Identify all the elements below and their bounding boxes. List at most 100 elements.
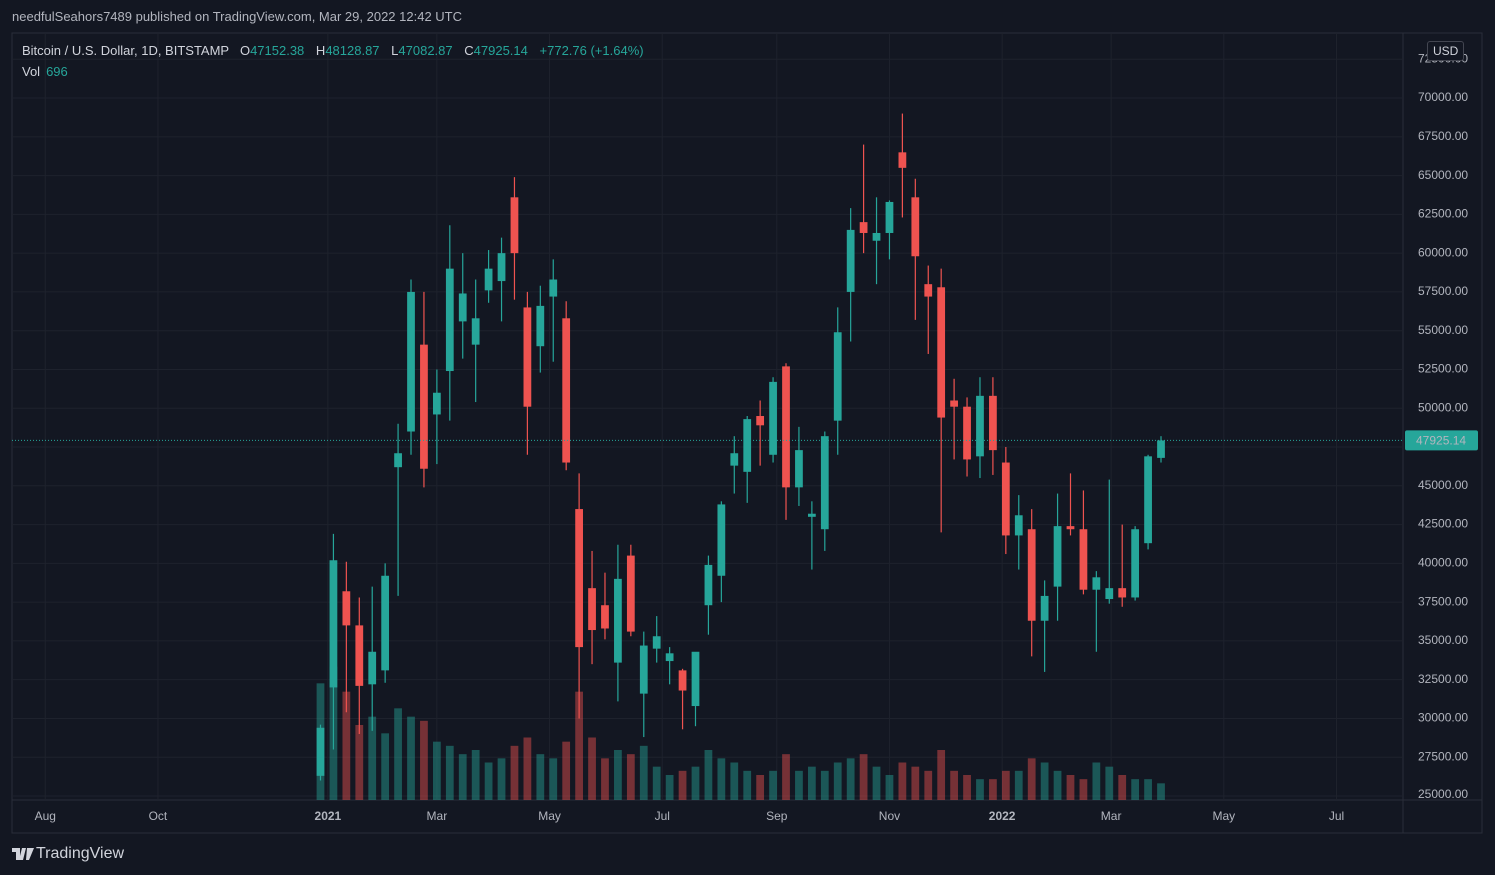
candle-body [1066, 526, 1075, 530]
volume-bar [626, 754, 635, 800]
y-tick-label: 25000.00 [1418, 787, 1468, 801]
candle-body [432, 392, 441, 415]
y-tick-label: 27500.00 [1418, 749, 1468, 763]
volume-bar [1027, 758, 1036, 800]
candle-body [562, 318, 571, 463]
y-tick-label: 70000.00 [1418, 90, 1468, 104]
volume-bar [420, 720, 428, 800]
candle-body [989, 395, 997, 451]
candle-body [859, 222, 868, 233]
volume-bar [549, 758, 558, 800]
volume-bar [898, 762, 907, 800]
candle-body [730, 453, 739, 466]
candle-body [575, 509, 583, 648]
volume-bar [756, 775, 765, 800]
low-value: 47082.87 [398, 43, 453, 58]
candle-body [639, 645, 648, 694]
chart-frame [11, 32, 1483, 834]
y-tick-label: 57500.00 [1418, 284, 1468, 298]
y-tick-label: 42500.00 [1418, 517, 1468, 531]
volume-bar [342, 691, 351, 800]
candle-body [872, 232, 881, 241]
volume-bar [1157, 783, 1165, 800]
change: +772.76 (+1.64%) [539, 43, 644, 58]
candle-body [445, 268, 454, 372]
y-tick-label: 55000.00 [1418, 323, 1468, 337]
volume-bar [575, 691, 583, 800]
candle-body [536, 305, 545, 347]
volume-bar [1066, 775, 1075, 800]
y-tick-label: 65000.00 [1418, 168, 1468, 182]
volume-bar [601, 758, 609, 800]
candle-body [665, 653, 674, 662]
currency-badge[interactable]: USD [1427, 41, 1465, 61]
volume-bar [1092, 762, 1101, 800]
candle-body [937, 287, 946, 418]
brand: TradingView [36, 845, 125, 862]
candle-body [795, 450, 803, 488]
candle-body [1040, 595, 1049, 621]
x-tick-label: Nov [879, 809, 900, 823]
volume-bar [820, 770, 829, 800]
last-price-label: 47925.14 [1416, 434, 1466, 448]
volume-legend: Vol 696 [22, 64, 68, 79]
x-tick-label: Jul [655, 809, 670, 823]
candle-body [820, 436, 829, 530]
candle-body [394, 453, 402, 468]
y-tick-label: 37500.00 [1418, 594, 1468, 608]
y-tick-label: 62500.00 [1418, 207, 1468, 221]
open-label: O [239, 43, 251, 58]
volume-bar [536, 754, 545, 800]
volume-bar [743, 770, 752, 800]
candle-body [691, 651, 700, 707]
volume-bar [1118, 775, 1127, 800]
close-value: 47925.14 [473, 43, 528, 58]
candle-body [316, 727, 325, 776]
volume-bar [1079, 779, 1088, 800]
candle-body [704, 564, 713, 606]
volume-bar [782, 754, 790, 800]
candle-body [588, 588, 596, 631]
volume-bar [497, 758, 506, 800]
candle-body [924, 284, 933, 297]
volume-bar [614, 750, 622, 800]
candle-body [368, 651, 377, 685]
candle-body [950, 400, 958, 407]
low-label: L [391, 43, 399, 58]
volume-bar [471, 750, 480, 800]
candle-body [1105, 588, 1114, 600]
candle-body [614, 578, 622, 663]
candle-body [1014, 515, 1023, 536]
last-price-badge [1405, 430, 1478, 451]
candle-body [678, 670, 687, 691]
volume-bar [976, 779, 984, 800]
candle-body [782, 366, 790, 488]
volume-bar [523, 737, 532, 800]
volume-bar [807, 766, 816, 800]
volume-bar [1040, 762, 1049, 800]
candle-body [458, 293, 467, 322]
candle-body [976, 395, 984, 457]
x-tick-label: May [538, 809, 561, 823]
candle-body [1144, 456, 1152, 544]
candle-body [407, 291, 415, 432]
candle-body [846, 229, 855, 292]
candle-body [355, 625, 364, 686]
candle-body [471, 318, 480, 345]
candle-body [329, 560, 338, 688]
candle-body [833, 332, 842, 421]
candle-body [1157, 440, 1165, 458]
volume-bar [872, 766, 881, 800]
volume-bar [1053, 770, 1062, 800]
volume-bar [484, 762, 493, 800]
volume-bar [937, 750, 946, 800]
volume-bar [652, 766, 661, 800]
y-tick-label: 45000.00 [1418, 478, 1468, 492]
candle-body [601, 605, 609, 629]
candle-body [626, 555, 635, 632]
candle-body [1118, 588, 1127, 598]
candle-body [510, 197, 519, 254]
x-tick-label: May [1212, 809, 1235, 823]
volume-bar [704, 750, 713, 800]
